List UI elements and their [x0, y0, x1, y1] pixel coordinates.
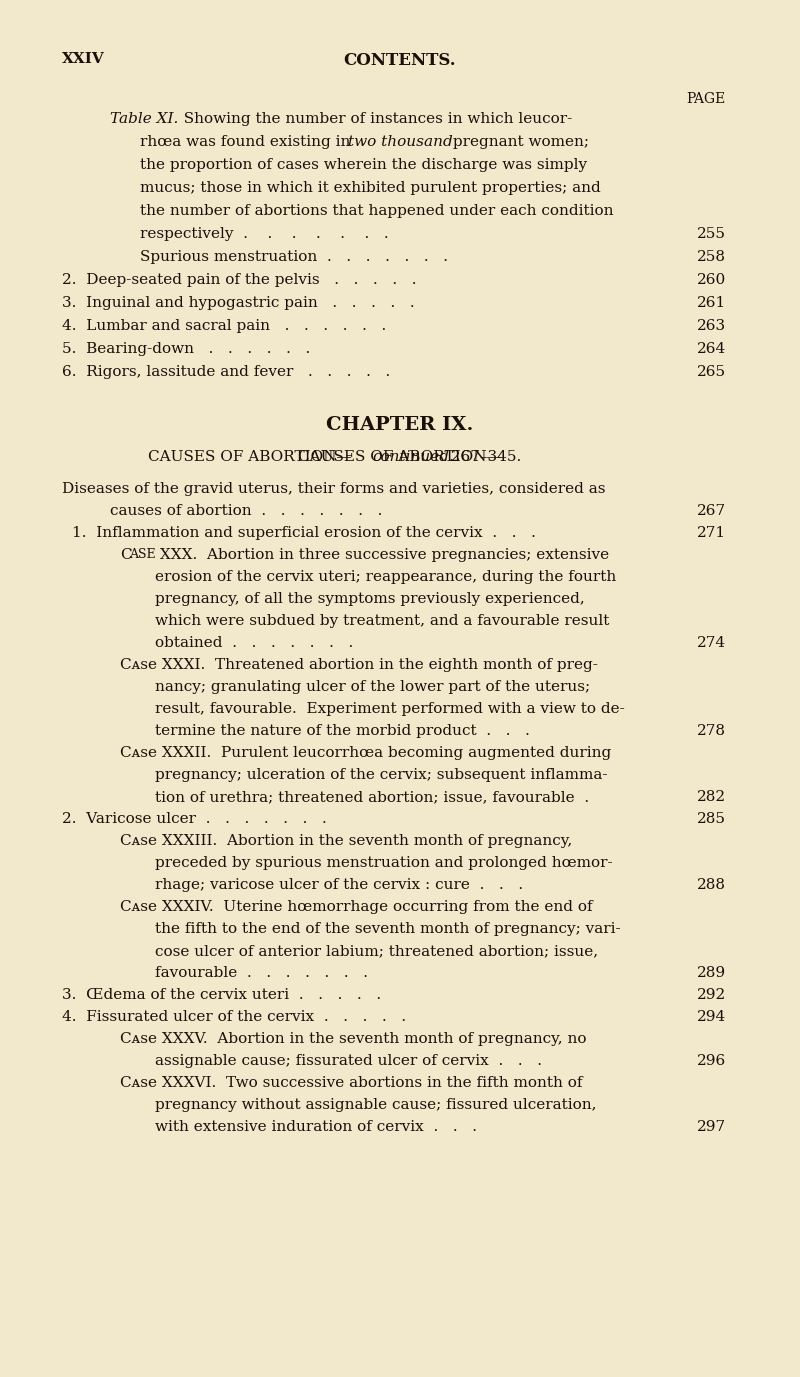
Text: 288: 288 [697, 879, 726, 892]
Text: favourable  .   .   .   .   .   .   .: favourable . . . . . . . [155, 967, 368, 980]
Text: 3.  Œdema of the cervix uteri  .   .   .   .   .: 3. Œdema of the cervix uteri . . . . . [62, 989, 381, 1002]
Text: 264: 264 [697, 341, 726, 357]
Text: 274: 274 [697, 636, 726, 650]
Text: 1.  Inflammation and superficial erosion of the cervix  .   .   .: 1. Inflammation and superficial erosion … [72, 526, 536, 540]
Text: mucus; those in which it exhibited purulent properties; and: mucus; those in which it exhibited purul… [140, 180, 601, 196]
Text: 292: 292 [697, 989, 726, 1002]
Text: obtained  .   .   .   .   .   .   .: obtained . . . . . . . [155, 636, 354, 650]
Text: rhage; varicose ulcer of the cervix : cure  .   .   .: rhage; varicose ulcer of the cervix : cu… [155, 879, 523, 892]
Text: Cᴀse XXXV.  Abortion in the seventh month of pregnancy, no: Cᴀse XXXV. Abortion in the seventh month… [120, 1033, 586, 1047]
Text: 265: 265 [697, 365, 726, 379]
Text: result, favourable.  Experiment performed with a view to de-: result, favourable. Experiment performed… [155, 702, 625, 716]
Text: 5.  Bearing-down   .   .   .   .   .   .: 5. Bearing-down . . . . . . [62, 341, 310, 357]
Text: C: C [120, 548, 132, 562]
Text: 297: 297 [697, 1121, 726, 1135]
Text: 4.  Lumbar and sacral pain   .   .   .   .   .   .: 4. Lumbar and sacral pain . . . . . . [62, 319, 386, 333]
Text: 4.  Fissurated ulcer of the cervix  .   .   .   .   .: 4. Fissurated ulcer of the cervix . . . … [62, 1011, 406, 1024]
Text: preceded by spurious menstruation and prolonged hœmor-: preceded by spurious menstruation and pr… [155, 856, 613, 870]
Text: erosion of the cervix uteri; reappearance, during the fourth: erosion of the cervix uteri; reappearanc… [155, 570, 616, 584]
Text: XXX.  Abortion in three successive pregnancies; extensive: XXX. Abortion in three successive pregna… [155, 548, 609, 562]
Text: Spurious menstruation  .   .   .   .   .   .   .: Spurious menstruation . . . . . . . [140, 251, 448, 264]
Text: CONTENTS.: CONTENTS. [344, 52, 456, 69]
Text: 255: 255 [697, 227, 726, 241]
Text: the number of abortions that happened under each condition: the number of abortions that happened un… [140, 204, 614, 218]
Text: 271: 271 [697, 526, 726, 540]
Text: two thousand: two thousand [348, 135, 453, 149]
Text: continued.: continued. [372, 450, 454, 464]
Text: Cᴀse XXXIV.  Uterine hœmorrhage occurring from the end of: Cᴀse XXXIV. Uterine hœmorrhage occurring… [120, 901, 593, 914]
Text: cose ulcer of anterior labium; threatened abortion; issue,: cose ulcer of anterior labium; threatene… [155, 945, 598, 958]
Text: 267: 267 [697, 504, 726, 518]
Text: 289: 289 [697, 967, 726, 980]
Text: 263: 263 [697, 319, 726, 333]
Text: pregnant women;: pregnant women; [448, 135, 589, 149]
Text: 285: 285 [697, 812, 726, 826]
Text: the fifth to the end of the seventh month of pregnancy; vari-: the fifth to the end of the seventh mont… [155, 923, 621, 936]
Text: PAGE: PAGE [686, 92, 726, 106]
Text: 267–345.: 267–345. [441, 450, 522, 464]
Text: 296: 296 [697, 1055, 726, 1069]
Text: the proportion of cases wherein the discharge was simply: the proportion of cases wherein the disc… [140, 158, 587, 172]
Text: CAUSES OF ABORTION—: CAUSES OF ABORTION— [298, 450, 502, 464]
Text: pregnancy, of all the symptoms previously experienced,: pregnancy, of all the symptoms previousl… [155, 592, 585, 606]
Text: pregnancy without assignable cause; fissured ulceration,: pregnancy without assignable cause; fiss… [155, 1099, 597, 1113]
Text: Cᴀse XXXII.  Purulent leucorrhœa becoming augmented during: Cᴀse XXXII. Purulent leucorrhœa becoming… [120, 746, 611, 760]
Text: causes of abortion  .   .   .   .   .   .   .: causes of abortion . . . . . . . [110, 504, 382, 518]
Text: CAUSES OF ABORTION—: CAUSES OF ABORTION— [148, 450, 352, 464]
Text: Cᴀse XXXIII.  Abortion in the seventh month of pregnancy,: Cᴀse XXXIII. Abortion in the seventh mon… [120, 834, 572, 848]
Text: ASE: ASE [129, 548, 156, 562]
Text: 3.  Inguinal and hypogastric pain   .   .   .   .   .: 3. Inguinal and hypogastric pain . . . .… [62, 296, 414, 310]
Text: Cᴀse XXXVI.  Two successive abortions in the fifth month of: Cᴀse XXXVI. Two successive abortions in … [120, 1077, 582, 1091]
Text: termine the nature of the morbid product  .   .   .: termine the nature of the morbid product… [155, 724, 530, 738]
Text: 2.  Deep-seated pain of the pelvis   .   .   .   .   .: 2. Deep-seated pain of the pelvis . . . … [62, 273, 417, 286]
Text: 261: 261 [697, 296, 726, 310]
Text: 258: 258 [697, 251, 726, 264]
Text: respectively  .    .    .    .    .    .   .: respectively . . . . . . . [140, 227, 389, 241]
Text: pregnancy; ulceration of the cervix; subsequent inflamma-: pregnancy; ulceration of the cervix; sub… [155, 768, 607, 782]
Text: Table XI.: Table XI. [110, 112, 178, 127]
Text: assignable cause; fissurated ulcer of cervix  .   .   .: assignable cause; fissurated ulcer of ce… [155, 1055, 542, 1069]
Text: 282: 282 [697, 790, 726, 804]
Text: rhœa was found existing in: rhœa was found existing in [140, 135, 355, 149]
Text: 6.  Rigors, lassitude and fever   .   .   .   .   .: 6. Rigors, lassitude and fever . . . . . [62, 365, 390, 379]
Text: 2.  Varicose ulcer  .   .   .   .   .   .   .: 2. Varicose ulcer . . . . . . . [62, 812, 326, 826]
Text: 278: 278 [697, 724, 726, 738]
Text: tion of urethra; threatened abortion; issue, favourable  .: tion of urethra; threatened abortion; is… [155, 790, 589, 804]
Text: Showing the number of instances in which leucor-: Showing the number of instances in which… [174, 112, 572, 127]
Text: 294: 294 [697, 1011, 726, 1024]
Text: XXIV: XXIV [62, 52, 105, 66]
Text: 260: 260 [697, 273, 726, 286]
Text: Cᴀse XXXI.  Threatened abortion in the eighth month of preg-: Cᴀse XXXI. Threatened abortion in the ei… [120, 658, 598, 672]
Text: with extensive induration of cervix  .   .   .: with extensive induration of cervix . . … [155, 1121, 477, 1135]
Text: Diseases of the gravid uterus, their forms and varieties, considered as: Diseases of the gravid uterus, their for… [62, 482, 606, 496]
Text: nancy; granulating ulcer of the lower part of the uterus;: nancy; granulating ulcer of the lower pa… [155, 680, 590, 694]
Text: which were subdued by treatment, and a favourable result: which were subdued by treatment, and a f… [155, 614, 610, 628]
Text: CHAPTER IX.: CHAPTER IX. [326, 416, 474, 434]
